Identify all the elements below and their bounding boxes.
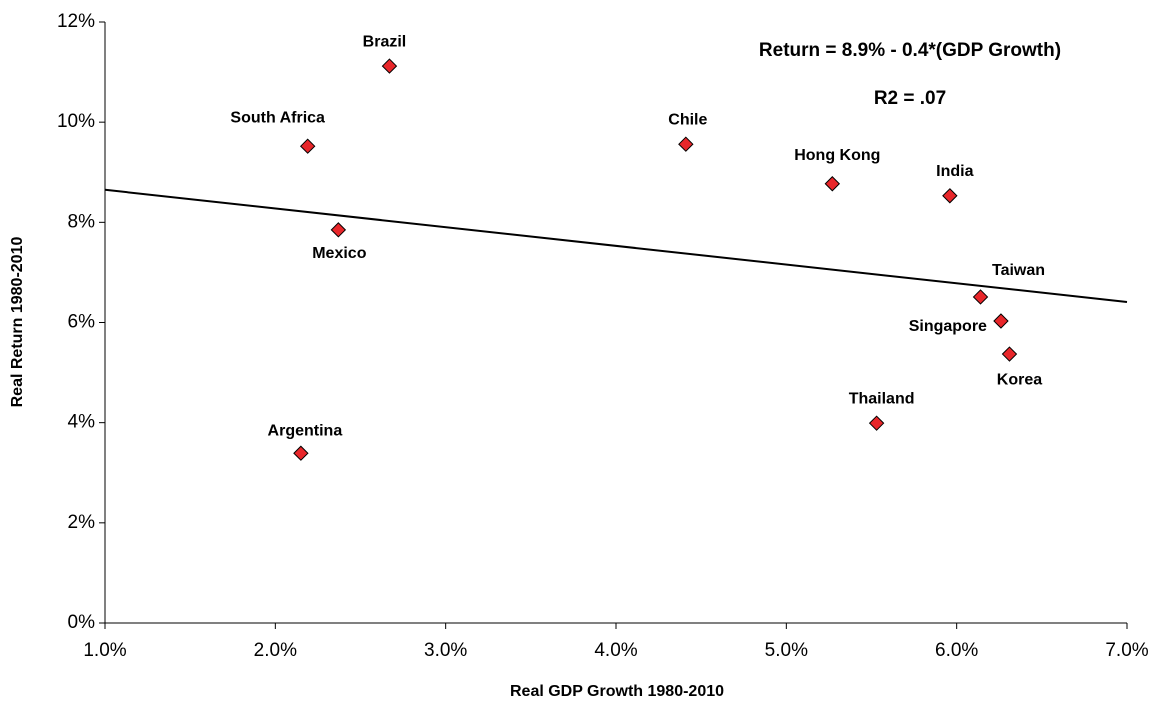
point xyxy=(972,289,989,305)
point xyxy=(1001,346,1018,362)
point xyxy=(293,445,309,461)
equation: Return = 8.9% - 0.4*(GDP Growth) xyxy=(759,40,1061,61)
point-label: Hong Kong xyxy=(794,147,880,164)
point-label: Korea xyxy=(997,371,1042,388)
x-tick-label: 2.0% xyxy=(254,640,297,661)
point-label: Thailand xyxy=(849,390,915,407)
point-label: Chile xyxy=(668,111,707,128)
point xyxy=(299,138,316,154)
x-tick-label: 3.0% xyxy=(424,640,467,661)
y-tick-label: 12% xyxy=(57,11,95,32)
point xyxy=(381,58,398,74)
x-tick-label: 7.0% xyxy=(1105,640,1148,661)
point xyxy=(824,176,841,192)
x-tick-label: 5.0% xyxy=(765,640,808,661)
point-label: India xyxy=(936,163,973,180)
y-tick-label: 2% xyxy=(68,512,96,533)
point xyxy=(942,188,958,204)
x-tick-label: 6.0% xyxy=(935,640,978,661)
point-label: South Africa xyxy=(230,109,325,126)
x-tick-label: 4.0% xyxy=(594,640,637,661)
point-label: Mexico xyxy=(312,245,366,262)
y-tick-label: 10% xyxy=(57,111,95,132)
point-label: Argentina xyxy=(268,422,343,439)
y-tick-label: 0% xyxy=(68,612,96,633)
y-tick-label: 4% xyxy=(68,412,96,433)
point xyxy=(993,313,1009,329)
point-label: Taiwan xyxy=(992,262,1045,279)
point-label: Brazil xyxy=(363,33,407,50)
x-axis-title: Real GDP Growth 1980-2010 xyxy=(510,683,724,700)
point-label: Singapore xyxy=(909,318,987,335)
trendline xyxy=(104,188,1128,303)
y-tick-label: 6% xyxy=(68,312,96,333)
point xyxy=(330,222,347,238)
y-tick-label: 8% xyxy=(68,211,96,232)
r-squared: R2 = .07 xyxy=(874,88,946,109)
point xyxy=(868,415,885,431)
y-axis-title: Real Return 1980-2010 xyxy=(9,237,26,408)
point xyxy=(678,136,694,152)
x-tick-label: 1.0% xyxy=(83,640,126,661)
